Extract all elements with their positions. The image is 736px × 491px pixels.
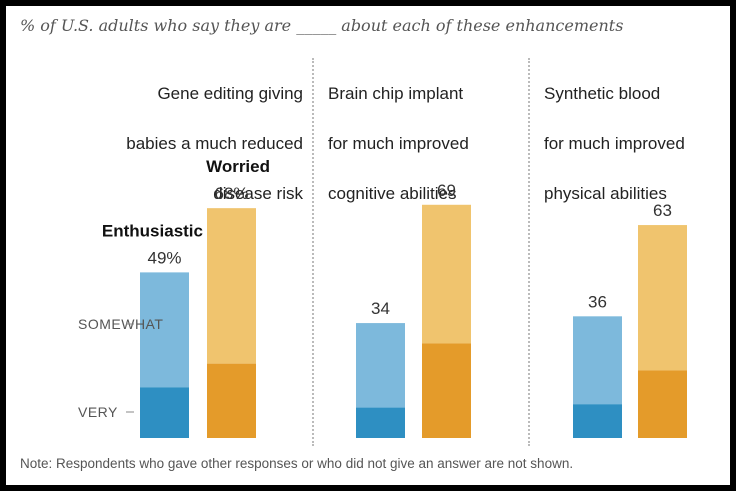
- panel-title-synthetic-blood: Synthetic blood for much improved physic…: [544, 56, 728, 206]
- bar-value-label: 36: [588, 292, 607, 311]
- series-label-enthusiastic: Enthusiastic: [102, 221, 203, 240]
- bar-enthusiastic-very: [140, 387, 189, 438]
- bar-worried-somewhat: [207, 208, 256, 364]
- bar-worried-somewhat: [638, 225, 687, 371]
- chart-frame: % of U.S. adults who say they are _____ …: [6, 6, 730, 485]
- panel-title-line: for much improved: [328, 134, 469, 153]
- bar-worried-very: [207, 363, 256, 438]
- bar-worried-very: [638, 370, 687, 438]
- bar-value-label: 68%: [214, 184, 248, 203]
- panel-title-line: Gene editing giving: [157, 84, 303, 103]
- bar-enthusiastic-very: [356, 407, 405, 438]
- stacked-bar-chart: 49% 68% 34 69 36 63 Enthusiastic Worried SOMEWHA…: [78, 157, 687, 438]
- bar-enthusiastic-somewhat: [573, 316, 622, 405]
- bar-value-label: 69: [437, 181, 456, 200]
- panel-divider: [312, 58, 314, 446]
- panel-divider: [528, 58, 530, 446]
- bar-value-label: 34: [371, 299, 390, 318]
- scale-label-very: VERY: [78, 404, 118, 420]
- chart-note: Note: Respondents who gave other respons…: [20, 456, 574, 471]
- bar-worried-very: [422, 343, 471, 438]
- panel-title-line: cognitive abilities: [328, 184, 457, 203]
- chart-subtitle: % of U.S. adults who say they are _____ …: [20, 16, 624, 35]
- bar-enthusiastic-very: [573, 404, 622, 438]
- series-label-worried: Worried: [206, 157, 270, 176]
- panel-title-brain-chip: Brain chip implant for much improved cog…: [328, 56, 528, 206]
- panel-title-line: Synthetic blood: [544, 84, 661, 103]
- bar-worried-somewhat: [422, 204, 471, 344]
- panel-title-line: babies a much reduced: [126, 134, 303, 153]
- panel-title-gene-editing: Gene editing giving babies a much reduce…: [43, 56, 303, 206]
- bar-value-label: 49%: [147, 248, 181, 267]
- panel-title-line: disease risk: [213, 184, 303, 203]
- bar-enthusiastic-somewhat: [356, 323, 405, 408]
- bar-enthusiastic-somewhat: [140, 272, 189, 388]
- scale-label-somewhat: SOMEWHAT: [78, 316, 163, 332]
- panel-title-line: physical abilities: [544, 184, 667, 203]
- panel-title-line: for much improved: [544, 134, 685, 153]
- panel-title-line: Brain chip implant: [328, 84, 464, 103]
- bar-value-label: 63: [653, 201, 672, 220]
